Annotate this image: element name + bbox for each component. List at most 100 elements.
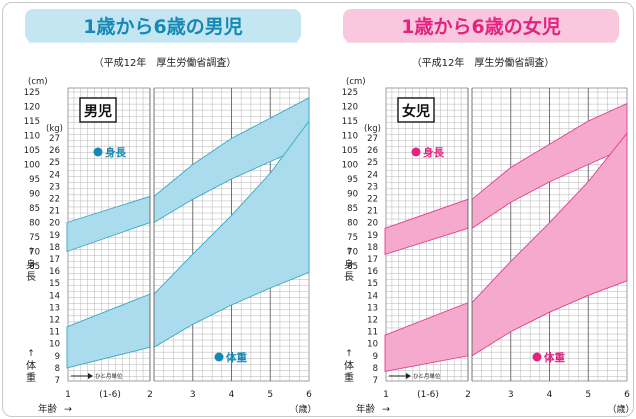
chart-title: 1歳から6歳の男児	[83, 16, 242, 38]
panel-label-box	[397, 97, 435, 123]
x-axis-label: 年齢	[38, 403, 58, 415]
height-tick-label: 110	[342, 132, 358, 142]
legend-dot	[214, 352, 224, 362]
x-tick-label: 2	[147, 390, 153, 400]
x-unit: （歳）	[289, 403, 316, 415]
weight-tick-label: 23	[49, 182, 60, 192]
weight-tick-label: 12	[49, 316, 60, 326]
height-tick-label: 95	[29, 175, 40, 185]
survey-note: （平成12年 厚生労働省調査）	[412, 56, 555, 69]
weight-tick-label: 15	[49, 279, 60, 289]
weight-tick-label: 14	[49, 291, 60, 301]
title-banner	[343, 9, 619, 42]
x-tick-label: 3	[190, 390, 196, 400]
x-tick-label: 6	[306, 390, 312, 400]
legend-dot	[532, 352, 542, 362]
panel-label: 男児	[84, 104, 112, 120]
height-tick-label: 80	[29, 219, 40, 229]
height-tick-label: 95	[347, 175, 358, 185]
weight-tick-label: 16	[49, 267, 60, 277]
x-tick-label: 5	[585, 390, 591, 400]
weight-tick-label: 17	[367, 255, 378, 265]
height-tick-label: 105	[342, 146, 358, 156]
weight-tick-label: 24	[367, 170, 378, 180]
x-axis-arrow: →	[382, 404, 390, 415]
height-tick-label: 125	[24, 88, 40, 98]
height-axis-arrow: ↑	[27, 247, 35, 257]
height-tick-label: 75	[29, 233, 40, 243]
weight-tick-label: 20	[49, 219, 60, 229]
title-banner-shadow	[346, 39, 616, 43]
weight-axis-arrow: ↑	[345, 349, 353, 359]
height-tick-label: 115	[342, 117, 358, 127]
weight-tick-label: 26	[49, 146, 60, 156]
segment-gap	[150, 87, 154, 382]
height-tick-label: 110	[24, 132, 40, 142]
weight-tick-label: 20	[367, 219, 378, 229]
weight-tick-label: 24	[49, 170, 60, 180]
weight-tick-label: 9	[373, 352, 378, 362]
weight-tick-label: 26	[367, 146, 378, 156]
weight-band	[153, 119, 310, 349]
x-tick-label: 6	[624, 390, 630, 400]
weight-unit: (kg)	[364, 124, 381, 134]
weight-axis-label: 重	[26, 371, 36, 384]
x-tick-label: 4	[547, 390, 553, 400]
legend-dot	[93, 147, 103, 157]
weight-series-label: 体重	[544, 351, 565, 364]
height-tick-label: 70	[29, 248, 40, 258]
month-unit-note: ひと月単位	[95, 372, 123, 380]
weight-tick-label: 7	[373, 376, 378, 386]
weight-tick-label: 8	[55, 364, 60, 374]
x-unit: （歳）	[607, 403, 634, 415]
height-series-label: 身長	[105, 146, 126, 159]
weight-tick-label: 19	[367, 231, 378, 241]
x-axis-label: 年齢	[356, 403, 376, 415]
panel-label: 女児	[402, 103, 430, 120]
weight-band	[471, 131, 628, 357]
weight-tick-label: 11	[49, 328, 60, 338]
weight-tick-label: 21	[367, 207, 378, 217]
x-tick-label: (1-6)	[99, 390, 121, 400]
weight-tick-label: 10	[49, 340, 60, 350]
weight-tick-label: 16	[367, 267, 378, 277]
weight-axis-label: 体	[26, 360, 36, 372]
height-axis-label: 長	[344, 271, 354, 283]
weight-tick-label: 13	[367, 303, 378, 313]
height-tick-label: 120	[342, 103, 358, 113]
height-tick-label: 100	[342, 161, 358, 171]
weight-tick-label: 27	[49, 134, 60, 144]
height-axis-label: 身	[344, 258, 354, 271]
weight-tick-label: 11	[367, 328, 378, 338]
weight-series-label: 体重	[226, 351, 247, 364]
height-tick-label: 75	[347, 233, 358, 243]
weight-tick-label: 10	[367, 340, 378, 350]
x-tick-label: 4	[229, 390, 235, 400]
month-unit-arrowhead	[406, 373, 411, 379]
height-tick-label: 80	[347, 219, 358, 229]
weight-tick-label: 12	[367, 316, 378, 326]
chart-title: 1歳から6歳の女児	[401, 15, 560, 38]
weight-tick-label: 23	[367, 182, 378, 192]
weight-tick-label: 15	[367, 279, 378, 289]
title-banner	[25, 9, 301, 42]
weight-tick-label: 13	[49, 303, 60, 313]
weight-tick-label: 25	[367, 158, 378, 168]
x-tick-label: 1	[65, 390, 71, 400]
height-tick-label: 65	[29, 262, 40, 272]
height-tick-label: 90	[347, 190, 358, 200]
weight-tick-label: 25	[49, 158, 60, 168]
height-tick-label: 90	[29, 190, 40, 200]
height-tick-label: 70	[347, 248, 358, 258]
height-unit: (cm)	[28, 77, 48, 87]
height-tick-label: 85	[347, 204, 358, 214]
panel-label-box	[79, 97, 117, 123]
weight-tick-label: 19	[49, 231, 60, 241]
weight-tick-label: 21	[49, 207, 60, 217]
weight-tick-label: 14	[367, 291, 378, 301]
title-banner-shadow	[28, 39, 298, 43]
x-tick-label: (1-6)	[417, 390, 439, 400]
weight-tick-label: 18	[49, 243, 60, 253]
height-tick-label: 125	[342, 88, 358, 98]
height-unit: (cm)	[346, 77, 366, 87]
